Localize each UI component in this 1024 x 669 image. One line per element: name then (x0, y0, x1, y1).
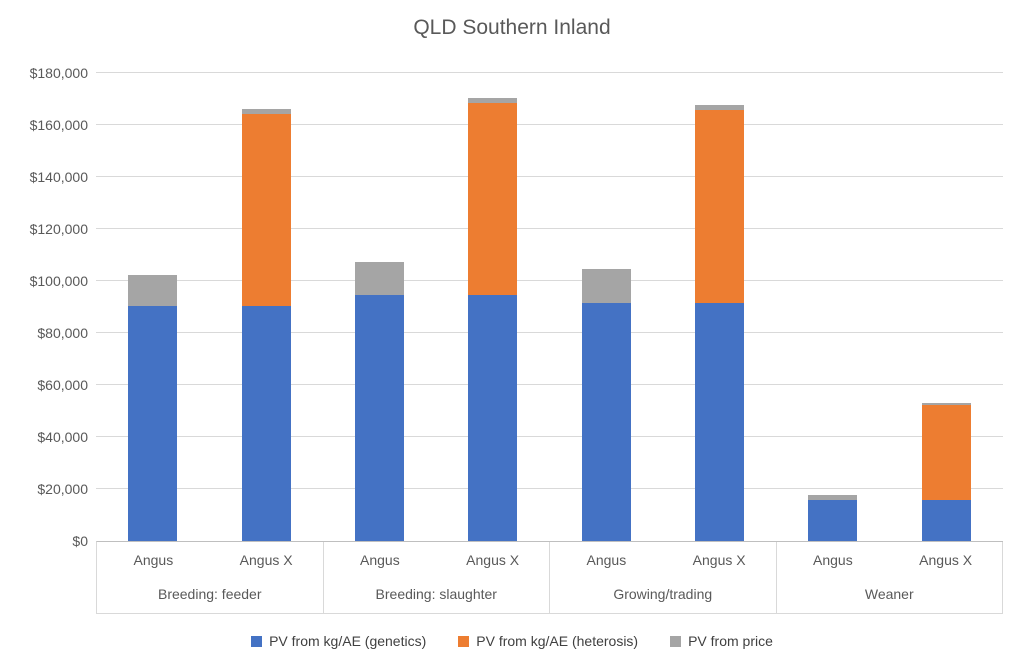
stacked-bar (128, 275, 178, 541)
stacked-bar (581, 269, 631, 541)
legend-item-price: PV from price (670, 633, 773, 649)
subcat-row: Angus Angus X (324, 542, 550, 578)
stacked-bar (695, 105, 745, 541)
legend-swatch-price (670, 635, 682, 647)
gridline (96, 384, 1003, 385)
bar-segment-genetics (128, 306, 178, 541)
bar-segment-genetics (354, 295, 404, 541)
legend-swatch-heterosis (458, 635, 470, 647)
gridline (96, 176, 1003, 177)
legend: PV from kg/AE (genetics) PV from kg/AE (h… (0, 627, 1024, 655)
legend-swatch-genetics (251, 635, 263, 647)
bar-group (776, 73, 1003, 541)
bar-slot (436, 73, 549, 541)
bar-slot (550, 73, 663, 541)
legend-label-price: PV from price (688, 633, 773, 649)
bar-segment-genetics (581, 303, 631, 541)
x-group-label: Breeding: slaughter (375, 585, 497, 602)
stacked-bar (354, 262, 404, 541)
bar-group (96, 73, 323, 541)
y-axis: $0 $20,000 $40,000 $60,000 $80,000 $100,000 $1… (0, 65, 88, 549)
gridline (96, 436, 1003, 437)
plot-area (96, 72, 1003, 541)
legend-label-heterosis: PV from kg/AE (heterosis) (476, 633, 639, 649)
y-tick-label: $140,000 (29, 169, 88, 185)
gridline (96, 280, 1003, 281)
bar-segment-genetics (241, 306, 291, 541)
category-cell: Angus Angus X Breeding: slaughter (324, 542, 550, 613)
x-tick-label: Angus X (919, 552, 973, 568)
bar-segment-heterosis (695, 110, 745, 304)
x-group-label: Weaner (864, 585, 914, 602)
bar-slot (663, 73, 776, 541)
legend-item-genetics: PV from kg/AE (genetics) (251, 633, 426, 649)
chart-title: QLD Southern Inland (413, 16, 611, 39)
stacked-bar (241, 109, 291, 541)
bar-segment-price (468, 98, 518, 104)
bar-segment-price (241, 109, 291, 115)
y-tick-label: $20,000 (37, 481, 88, 497)
x-tick-label: Angus X (466, 552, 520, 568)
y-tick-label: $60,000 (37, 377, 88, 393)
bar-slot (323, 73, 436, 541)
x-tick-label: Angus X (239, 552, 293, 568)
gridline (96, 488, 1003, 489)
y-tick-label: $100,000 (29, 273, 88, 289)
subcat-row: Angus Angus X (550, 542, 776, 578)
x-group-label: Growing/trading (613, 585, 713, 602)
y-tick-label: $80,000 (37, 325, 88, 341)
bar-segment-price (921, 402, 971, 406)
category-cell: Angus Angus X Weaner (777, 542, 1003, 613)
x-axis: Angus Angus X Breeding: feeder Angus Angus X… (96, 541, 1003, 614)
bar-segment-genetics (468, 295, 518, 541)
stacked-bar (808, 495, 858, 541)
stacked-bar (921, 402, 971, 541)
x-tick-label: Angus (133, 552, 174, 568)
bar-slot (776, 73, 889, 541)
y-tick-label: $0 (72, 533, 88, 549)
category-cell: Angus Angus X Growing/trading (550, 542, 777, 613)
bar-group (550, 73, 777, 541)
bar-segment-heterosis (921, 405, 971, 500)
bar-segment-price (581, 269, 631, 304)
x-tick-label: Angus X (692, 552, 746, 568)
gridline (96, 124, 1003, 125)
gridline (96, 228, 1003, 229)
x-tick-label: Angus (586, 552, 627, 568)
bars-layer (96, 73, 1003, 541)
bar-segment-price (354, 262, 404, 295)
subcat-row: Angus Angus X (97, 542, 323, 578)
category-cell: Angus Angus X Breeding: feeder (97, 542, 324, 613)
y-tick-label: $120,000 (29, 221, 88, 237)
legend-label-genetics: PV from kg/AE (genetics) (269, 633, 427, 649)
stacked-bar (468, 98, 518, 541)
bar-segment-heterosis (241, 114, 291, 306)
x-tick-label: Angus (813, 552, 853, 568)
bar-slot (890, 73, 1003, 541)
subcat-row: Angus Angus X (777, 542, 1003, 578)
bar-segment-price (695, 105, 745, 111)
x-group-label: Breeding: feeder (157, 585, 262, 602)
bar-slot (209, 73, 322, 541)
gridline (96, 332, 1003, 333)
bar-segment-genetics (808, 499, 858, 541)
bar-segment-genetics (921, 499, 971, 541)
bar-segment-heterosis (468, 103, 518, 295)
bar-slot (96, 73, 209, 541)
y-tick-label: $40,000 (37, 429, 88, 445)
x-tick-label: Angus (360, 552, 400, 568)
y-tick-label: $160,000 (29, 117, 88, 133)
bar-group (323, 73, 550, 541)
bar-segment-price (128, 275, 178, 306)
bar-segment-price (808, 495, 858, 500)
gridline (96, 72, 1003, 73)
bar-segment-genetics (695, 303, 745, 541)
legend-item-heterosis: PV from kg/AE (heterosis) (458, 633, 638, 649)
y-tick-label: $180,000 (29, 65, 88, 81)
